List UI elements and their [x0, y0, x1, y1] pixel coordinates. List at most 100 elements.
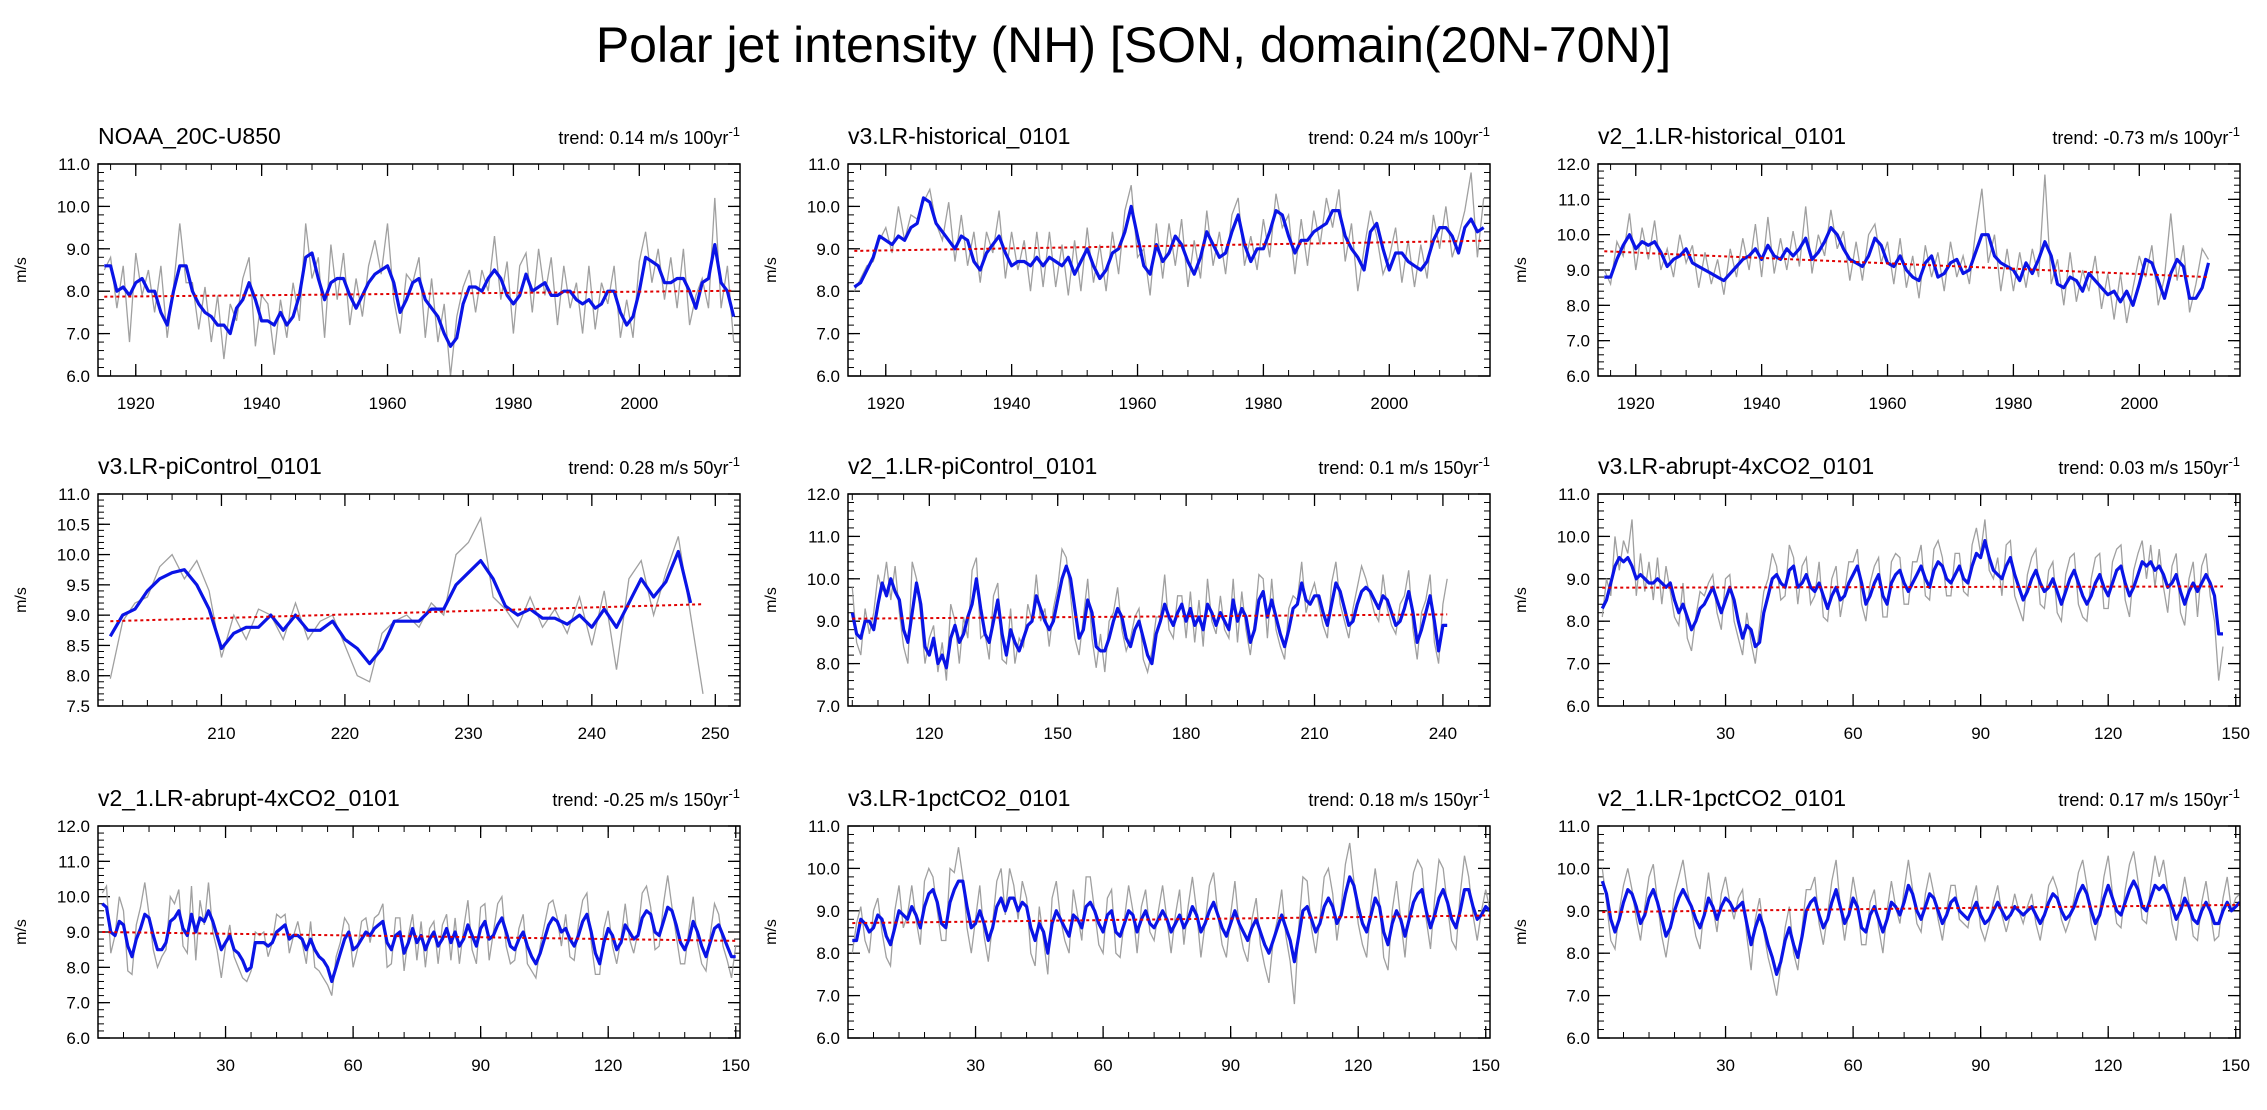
x-tick-label: 2000 [1370, 394, 1408, 413]
chart-panel-1: NOAA_20C-U850 trend: 0.14 m/s 100yr-1 m/s 6… [13, 123, 741, 413]
chart-panel-8: v3.LR-1pctCO2_0101 trend: 0.18 m/s 150yr-… [763, 785, 1500, 1075]
x-tick-label: 150 [1472, 1056, 1500, 1075]
plot-frame [1597, 163, 2241, 377]
x-tick-label: 30 [1716, 1056, 1735, 1075]
y-tick-label: 9.0 [1566, 570, 1590, 589]
y-tick-label: 9.0 [66, 240, 90, 259]
y-tick-label: 6.0 [1566, 1029, 1590, 1048]
y-tick-label: 10.5 [57, 515, 90, 534]
x-tick-label: 90 [1221, 1056, 1240, 1075]
x-tick-label: 210 [1300, 724, 1328, 743]
y-tick-label: 12.0 [807, 485, 840, 504]
y-axis-label: m/s [13, 919, 30, 945]
panel-title: v3.LR-piControl_0101 [98, 453, 322, 479]
panel-title: v2_1.LR-abrupt-4xCO2_0101 [98, 785, 400, 811]
y-axis-label: m/s [13, 587, 30, 613]
x-tick-label: 1940 [1743, 394, 1781, 413]
trend-label: trend: 0.17 m/s 150yr-1 [2058, 786, 2240, 810]
x-tick-label: 1960 [369, 394, 407, 413]
x-tick-label: 1920 [1617, 394, 1655, 413]
y-tick-label: 10.0 [57, 197, 90, 216]
raw-series-line [1601, 851, 2240, 996]
y-tick-label: 10.0 [807, 859, 840, 878]
y-tick-label: 10.0 [1557, 226, 1590, 245]
trend-label: trend: 0.24 m/s 100yr-1 [1308, 124, 1490, 148]
y-tick-label: 11.0 [58, 485, 90, 504]
smoothed-series-line [1600, 539, 2223, 649]
x-tick-label: 1980 [494, 394, 532, 413]
smoothed-series-line [104, 243, 736, 348]
raw-series-line [853, 172, 1485, 296]
x-tick-label: 60 [1094, 1056, 1113, 1075]
panel-title: v3.LR-abrupt-4xCO2_0101 [1598, 453, 1874, 479]
y-tick-label: 10.0 [1557, 527, 1590, 546]
y-axis-label: m/s [763, 587, 780, 613]
x-tick-label: 150 [2222, 724, 2250, 743]
x-tick-label: 150 [2222, 1056, 2250, 1075]
y-tick-label: 9.0 [816, 612, 840, 631]
panel-title: NOAA_20C-U850 [98, 123, 281, 149]
trend-line [1602, 903, 2240, 914]
y-tick-label: 7.0 [816, 697, 840, 716]
y-tick-label: 8.0 [816, 655, 840, 674]
x-tick-label: 120 [915, 724, 943, 743]
plot-frame [847, 163, 1491, 377]
trend-label: trend: 0.18 m/s 150yr-1 [1308, 786, 1490, 810]
x-tick-label: 240 [1429, 724, 1457, 743]
plot-frame [97, 493, 741, 707]
x-tick-label: 120 [2094, 724, 2122, 743]
raw-series-line [109, 516, 704, 695]
y-tick-label: 9.0 [66, 923, 90, 942]
plot-frame [1597, 825, 2241, 1039]
y-tick-label: 9.0 [1566, 261, 1590, 280]
trend-label: trend: -0.25 m/s 150yr-1 [552, 786, 740, 810]
y-axis-label: m/s [1513, 587, 1530, 613]
trend-label: trend: 0.03 m/s 150yr-1 [2058, 454, 2240, 478]
y-tick-label: 8.5 [66, 636, 90, 655]
x-tick-label: 90 [471, 1056, 490, 1075]
smoothed-series-line [1604, 226, 2211, 307]
trend-label: trend: 0.1 m/s 150yr-1 [1318, 454, 1490, 478]
trend-label: trend: 0.14 m/s 100yr-1 [558, 124, 740, 148]
y-axis-label: m/s [763, 919, 780, 945]
y-tick-label: 6.0 [1566, 367, 1590, 386]
smoothed-series-line [108, 549, 693, 666]
y-tick-label: 11.0 [808, 527, 840, 546]
panel-title: v3.LR-1pctCO2_0101 [848, 785, 1070, 811]
smoothed-series-line [852, 875, 1490, 964]
x-tick-label: 220 [331, 724, 359, 743]
raw-series-line [1601, 519, 2224, 681]
chart-panel-7: v2_1.LR-abrupt-4xCO2_0101 trend: -0.25 m/… [13, 785, 750, 1075]
trend-line [854, 239, 1484, 252]
y-tick-label: 10.0 [1557, 859, 1590, 878]
panel-title: v3.LR-historical_0101 [848, 123, 1070, 149]
y-tick-label: 10.0 [807, 570, 840, 589]
x-tick-label: 2000 [620, 394, 658, 413]
chart-panel-5: v2_1.LR-piControl_0101 trend: 0.1 m/s 150… [763, 453, 1491, 743]
plot-frame [847, 825, 1491, 1039]
y-tick-label: 11.0 [1558, 817, 1590, 836]
y-tick-label: 7.0 [66, 325, 90, 344]
x-tick-label: 150 [722, 1056, 750, 1075]
panel-title: v2_1.LR-historical_0101 [1598, 123, 1846, 149]
y-axis-label: m/s [13, 257, 30, 283]
x-tick-label: 250 [701, 724, 729, 743]
trend-label: trend: 0.28 m/s 50yr-1 [568, 454, 740, 478]
y-tick-label: 9.0 [816, 240, 840, 259]
y-tick-label: 6.0 [66, 367, 90, 386]
y-tick-label: 9.0 [816, 902, 840, 921]
y-tick-label: 6.0 [66, 1029, 90, 1048]
y-axis-label: m/s [1513, 257, 1530, 283]
y-tick-label: 8.0 [66, 282, 90, 301]
y-tick-label: 11.0 [808, 817, 840, 836]
y-tick-label: 8.0 [1566, 944, 1590, 963]
trend-line [104, 289, 734, 298]
y-tick-label: 8.0 [66, 958, 90, 977]
x-tick-label: 120 [1344, 1056, 1372, 1075]
x-tick-label: 1940 [243, 394, 281, 413]
x-tick-label: 2000 [2120, 394, 2158, 413]
trend-label: trend: -0.73 m/s 100yr-1 [2052, 124, 2240, 148]
x-tick-label: 60 [1844, 1056, 1863, 1075]
plot-frame [847, 493, 1491, 707]
